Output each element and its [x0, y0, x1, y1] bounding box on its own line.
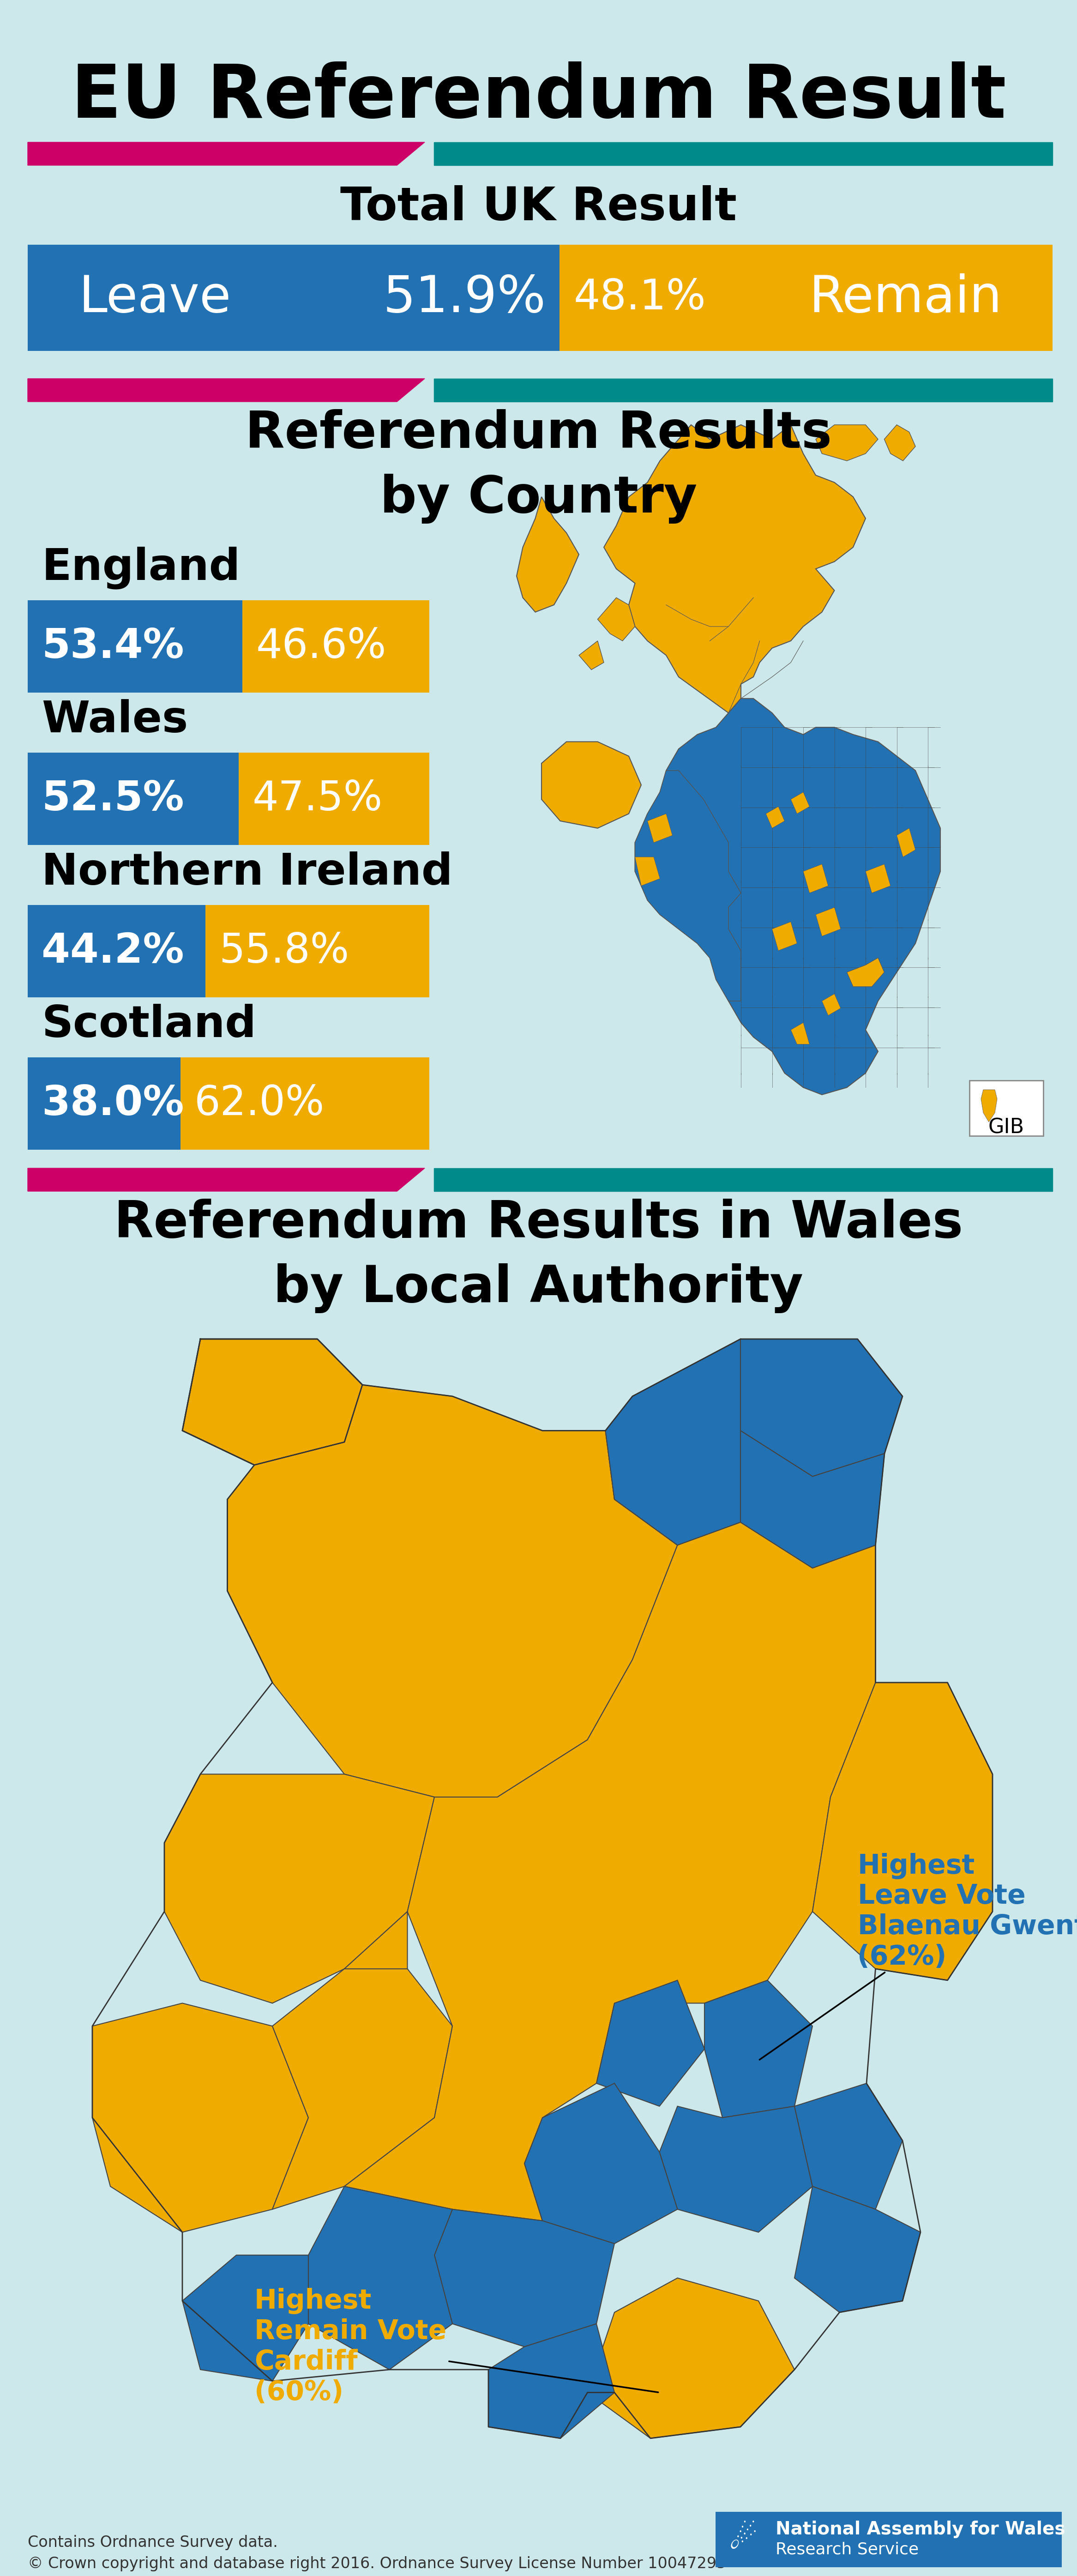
Polygon shape [227, 1386, 677, 1798]
Text: Highest
Leave Vote
Blaenau Gwent
(62%): Highest Leave Vote Blaenau Gwent (62%) [759, 1852, 1077, 2061]
Text: ☄: ☄ [729, 2524, 757, 2555]
Bar [28, 904, 206, 997]
Polygon shape [791, 793, 810, 814]
Polygon shape [659, 2107, 812, 2233]
Polygon shape [517, 497, 579, 613]
Polygon shape [524, 2084, 677, 2244]
Text: EU Referendum Result: EU Referendum Result [71, 62, 1006, 134]
Polygon shape [587, 2277, 795, 2439]
Bar [206, 904, 430, 997]
Text: 48.1%: 48.1% [573, 278, 705, 317]
Text: Highest
Remain Vote
Cardiff
(60%): Highest Remain Vote Cardiff (60%) [254, 2287, 658, 2406]
Text: 38.0%: 38.0% [42, 1084, 184, 1123]
Text: 53.4%: 53.4% [42, 626, 184, 667]
Polygon shape [812, 1682, 993, 1981]
Bar [28, 245, 560, 350]
Polygon shape [182, 2254, 308, 2380]
Polygon shape [165, 1775, 434, 2004]
Polygon shape [488, 2324, 615, 2439]
Polygon shape [741, 1430, 884, 1569]
Text: Total UK Result: Total UK Result [340, 185, 737, 229]
Bar [28, 1056, 180, 1149]
Polygon shape [308, 2187, 452, 2370]
Text: 47.5%: 47.5% [252, 778, 382, 819]
Polygon shape [28, 142, 424, 165]
Polygon shape [822, 994, 841, 1015]
Polygon shape [182, 1340, 362, 1466]
Polygon shape [434, 1167, 1052, 1190]
Polygon shape [635, 858, 660, 886]
Polygon shape [766, 806, 784, 827]
Polygon shape [635, 698, 940, 1095]
Polygon shape [866, 863, 891, 894]
Text: 51.9%: 51.9% [382, 273, 546, 322]
Polygon shape [795, 2084, 903, 2210]
Bar [715, 2512, 1062, 2568]
Text: Referendum Results
by Country: Referendum Results by Country [246, 410, 831, 523]
Polygon shape [434, 2210, 615, 2347]
Polygon shape [795, 2187, 921, 2313]
Text: 44.2%: 44.2% [42, 930, 184, 971]
Polygon shape [605, 1340, 741, 1546]
Bar [28, 600, 242, 693]
Polygon shape [791, 1023, 810, 1043]
Text: Northern Ireland: Northern Ireland [42, 853, 452, 894]
Polygon shape [579, 641, 604, 670]
Polygon shape [803, 863, 828, 894]
Polygon shape [815, 907, 841, 935]
Polygon shape [434, 142, 1052, 165]
Polygon shape [635, 770, 741, 1002]
Polygon shape [741, 1340, 903, 1476]
Text: Research Service: Research Service [775, 2543, 919, 2558]
Polygon shape [93, 2004, 308, 2233]
Polygon shape [897, 827, 915, 858]
Text: 62.0%: 62.0% [194, 1084, 324, 1123]
Text: 46.6%: 46.6% [256, 626, 387, 667]
Text: Leave: Leave [79, 273, 230, 322]
Polygon shape [28, 1167, 424, 1190]
Polygon shape [772, 922, 797, 951]
Polygon shape [704, 1981, 812, 2117]
Bar [28, 752, 238, 845]
Polygon shape [598, 598, 635, 641]
Polygon shape [28, 379, 424, 402]
Polygon shape [597, 1981, 704, 2107]
Polygon shape [981, 1090, 997, 1123]
Text: 52.5%: 52.5% [42, 778, 184, 819]
Polygon shape [815, 425, 878, 461]
Text: GIB: GIB [989, 1118, 1024, 1139]
Text: England: England [42, 546, 240, 590]
Text: Contains Ordnance Survey data.
© Crown copyright and database right 2016. Ordnan: Contains Ordnance Survey data. © Crown c… [28, 2535, 726, 2571]
Bar [242, 600, 430, 693]
Bar [180, 1056, 430, 1149]
Text: Referendum Results in Wales
by Local Authority: Referendum Results in Wales by Local Aut… [114, 1198, 963, 1314]
Polygon shape [605, 1340, 741, 1546]
Text: 55.8%: 55.8% [219, 930, 349, 971]
Polygon shape [434, 379, 1052, 402]
Polygon shape [272, 1968, 452, 2210]
Text: National Assembly for Wales: National Assembly for Wales [775, 2519, 1065, 2537]
Polygon shape [604, 425, 866, 714]
Polygon shape [884, 425, 915, 461]
Bar [238, 752, 430, 845]
Bar [560, 245, 1052, 350]
Text: Scotland: Scotland [42, 1005, 256, 1046]
Polygon shape [542, 742, 641, 827]
Polygon shape [345, 1522, 876, 2221]
Text: Wales: Wales [42, 698, 188, 742]
Bar [969, 1079, 1044, 1136]
Polygon shape [647, 814, 672, 842]
Text: Remain: Remain [809, 273, 1002, 322]
Polygon shape [847, 958, 884, 987]
